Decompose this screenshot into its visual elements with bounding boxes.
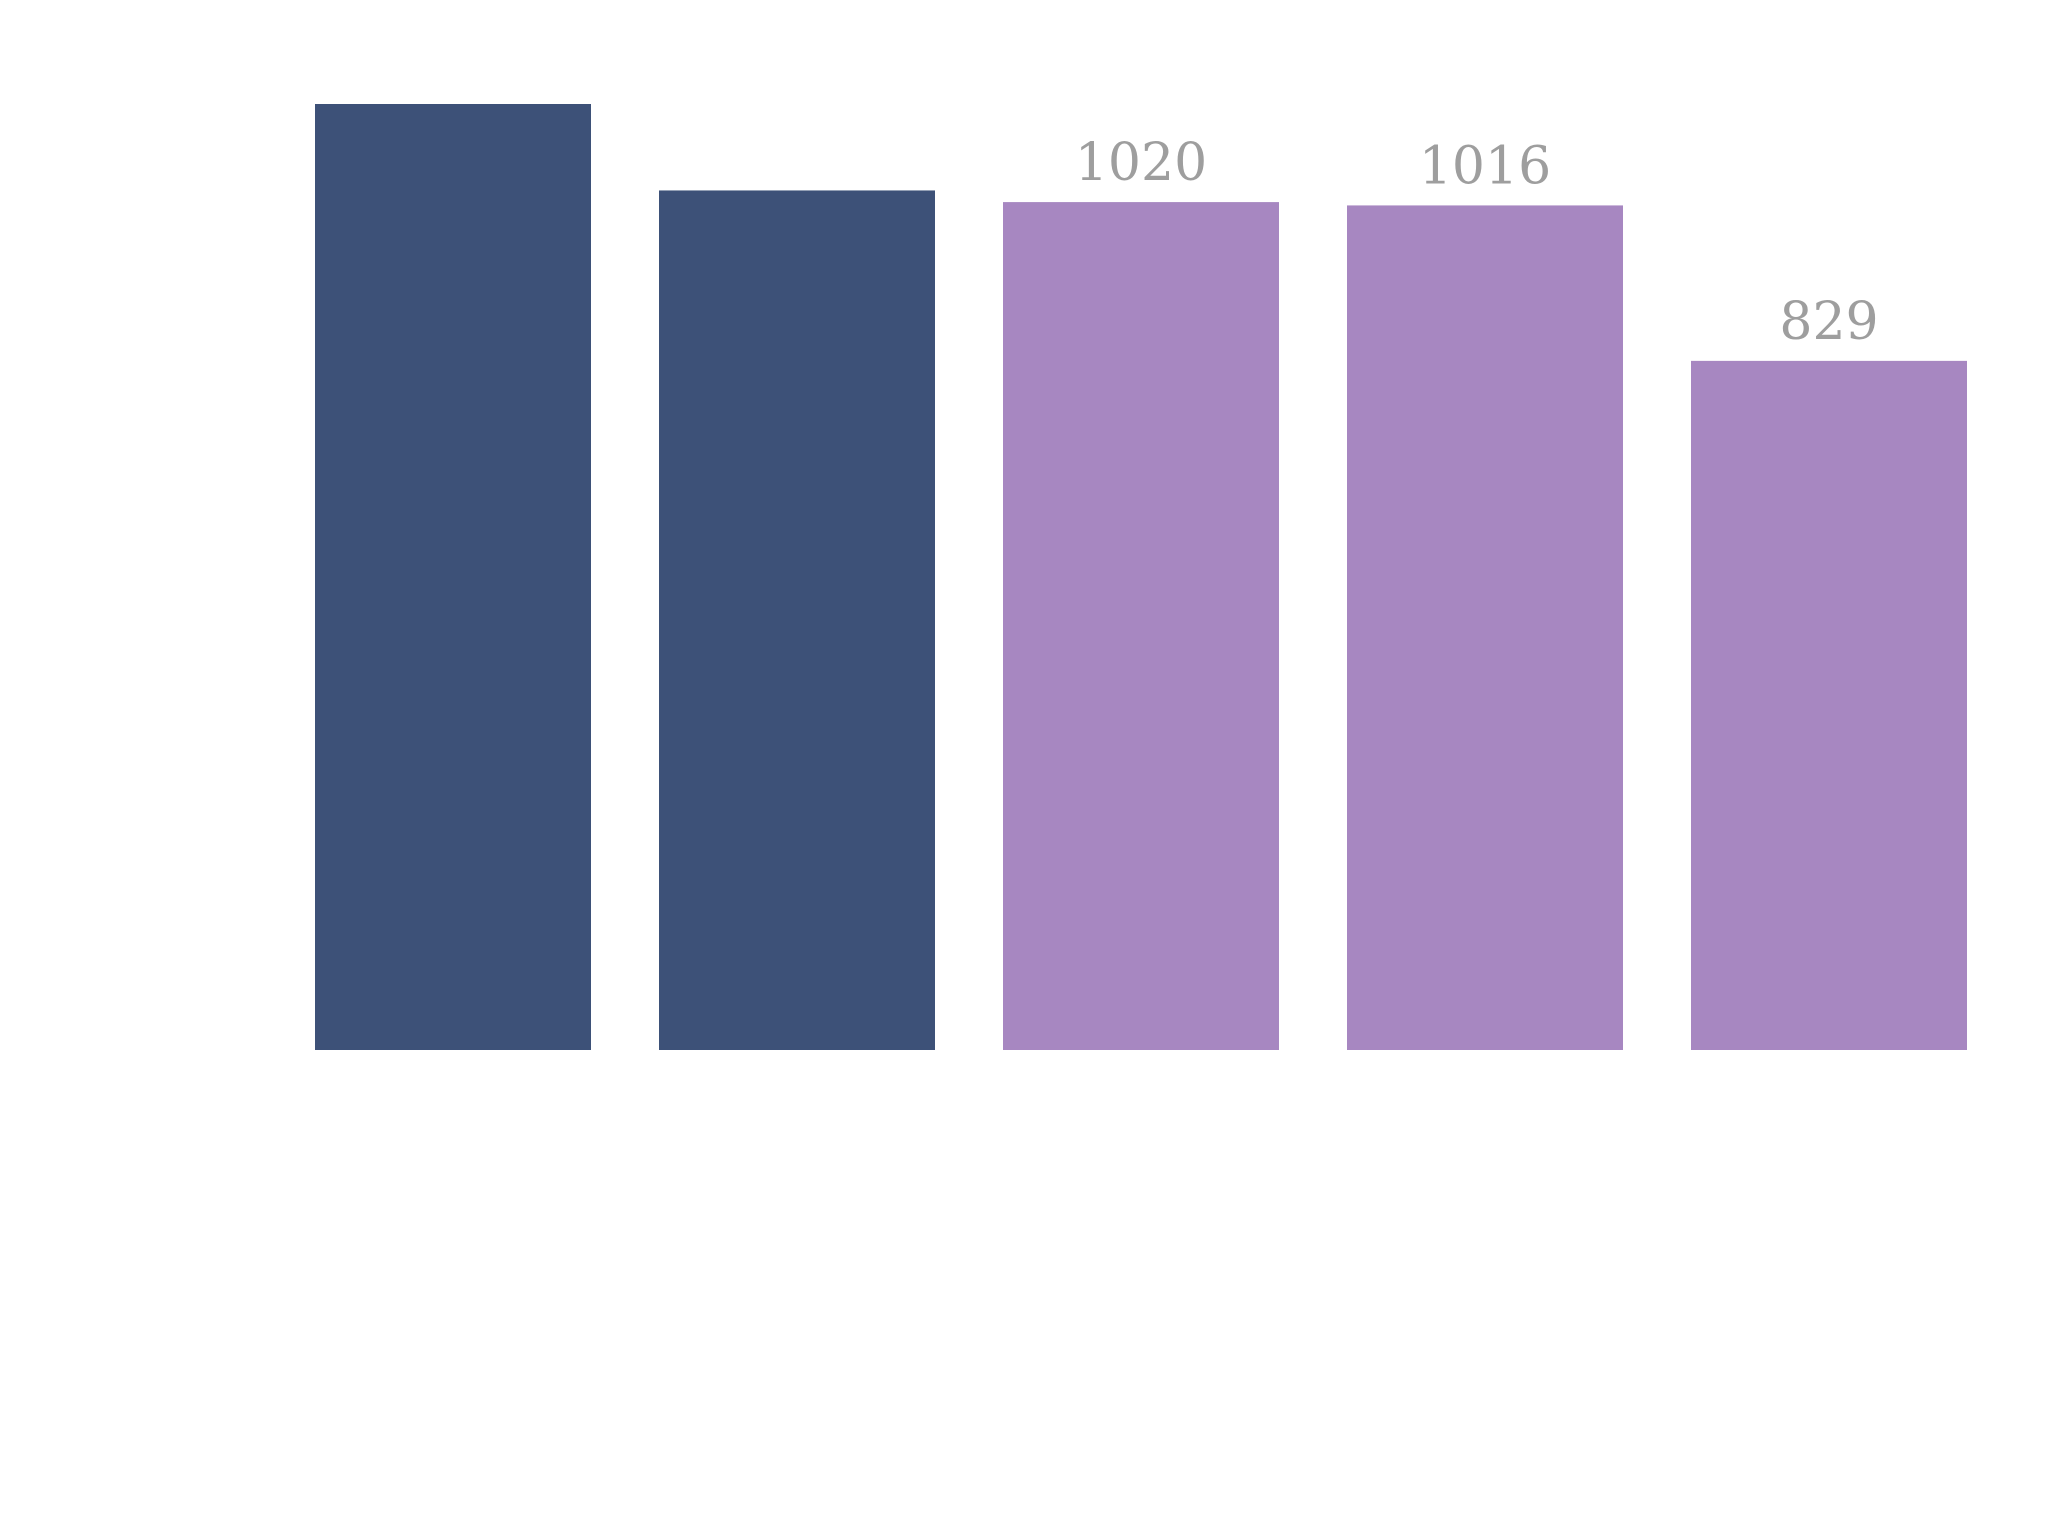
bar-2 — [659, 190, 935, 1050]
bar-1 — [315, 104, 591, 1050]
bar-3 — [1003, 202, 1279, 1051]
data-label-4: 1016 — [1419, 136, 1551, 196]
bars-group — [315, 104, 1967, 1051]
data-label-5: 829 — [1779, 292, 1878, 352]
data-labels-group: 1020 1016 829 — [1075, 133, 1879, 352]
data-label-3: 1020 — [1075, 133, 1207, 193]
bar-5 — [1691, 360, 1967, 1050]
bar-4 — [1347, 205, 1623, 1051]
